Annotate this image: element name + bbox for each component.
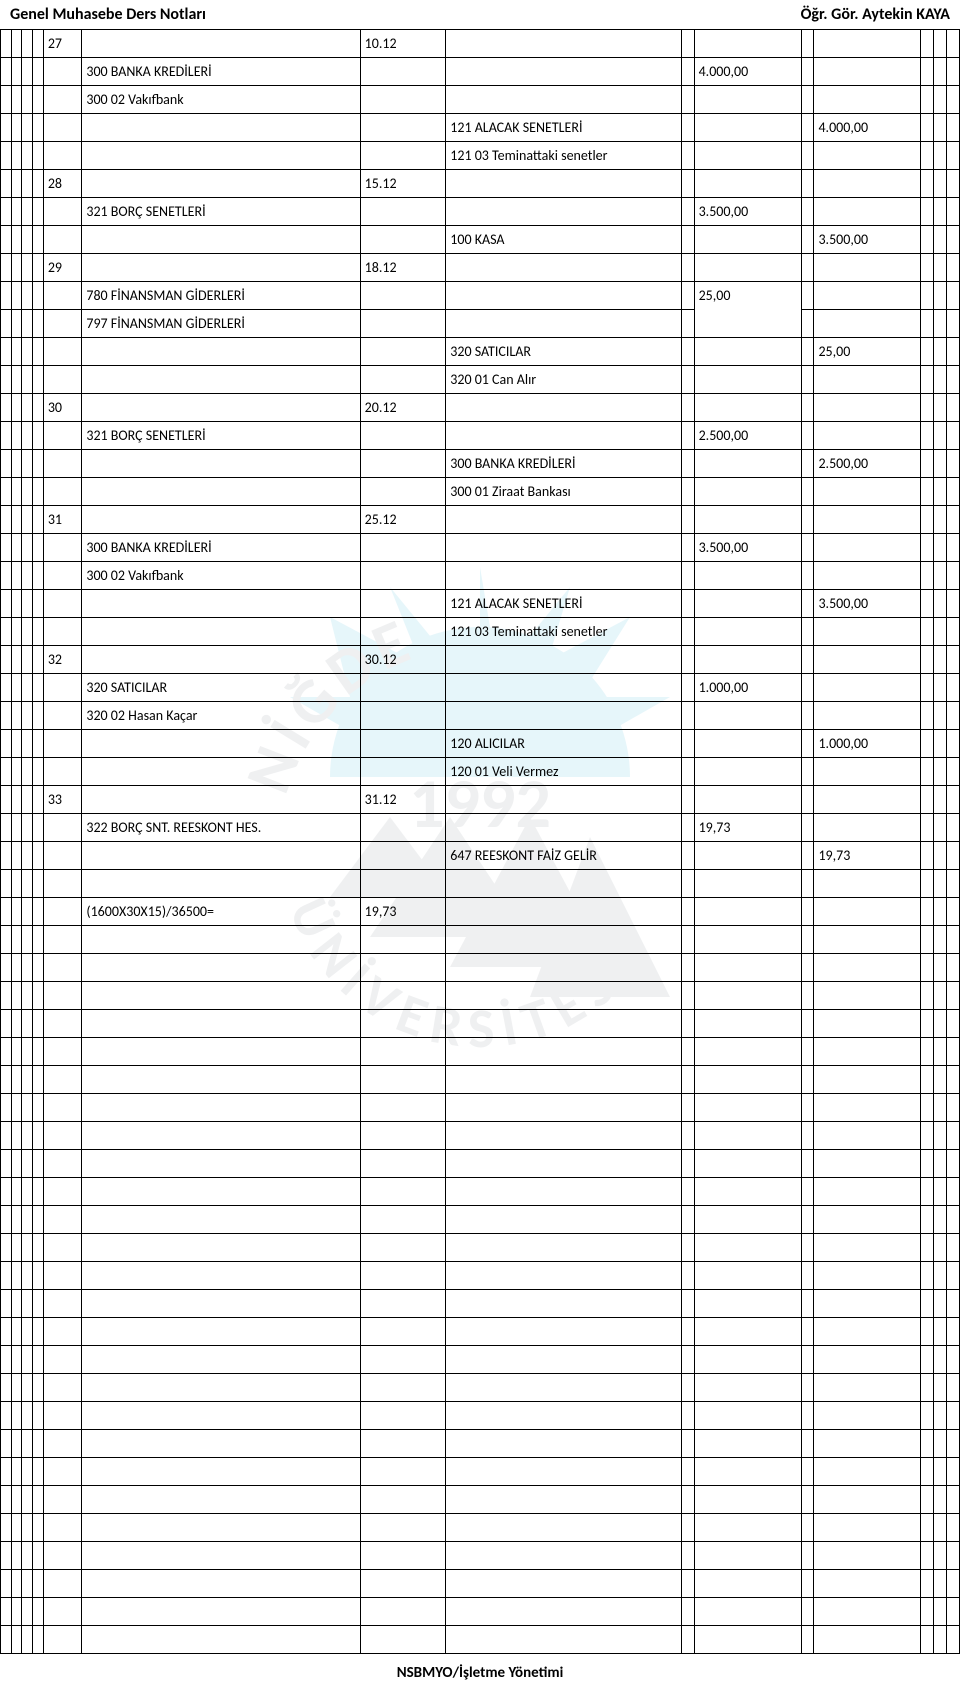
ledger-row: [1, 1486, 960, 1514]
ledger-row: [1, 1430, 960, 1458]
ledger-row: 300 01 Ziraat Bankası: [1, 478, 960, 506]
ledger-row: 120 01 Veli Vermez: [1, 758, 960, 786]
ledger-row: 320 01 Can Alır: [1, 366, 960, 394]
ledger-row: 321 BORÇ SENETLERİ2.500,00: [1, 422, 960, 450]
ledger-row: [1, 1234, 960, 1262]
ledger-row: [1, 1570, 960, 1598]
ledger-row: [1, 1066, 960, 1094]
ledger-row: [1, 1346, 960, 1374]
ledger-row: 3230.12: [1, 646, 960, 674]
ledger-row: 320 SATICILAR25,00: [1, 338, 960, 366]
ledger-row: [1, 1458, 960, 1486]
ledger-row: 797 FİNANSMAN GİDERLERİ: [1, 310, 960, 338]
ledger-row: [1, 954, 960, 982]
ledger-row: [1, 1626, 960, 1654]
ledger-row: 780 FİNANSMAN GİDERLERİ25,00: [1, 282, 960, 310]
ledger-row: 2918.12: [1, 254, 960, 282]
ledger-row: [1, 1262, 960, 1290]
ledger-row: [1, 982, 960, 1010]
ledger-row: [1, 1206, 960, 1234]
ledger-row: [1, 1150, 960, 1178]
ledger-row: (1600X30X15)/36500=19,73: [1, 898, 960, 926]
ledger-row: 300 02 Vakıfbank: [1, 562, 960, 590]
ledger-row: [1, 1542, 960, 1570]
ledger-row: [1, 1290, 960, 1318]
ledger-row: 320 SATICILAR1.000,00: [1, 674, 960, 702]
ledger-row: [1, 1038, 960, 1066]
header-left: Genel Muhasebe Ders Notları: [10, 5, 206, 24]
ledger-row: 121 03 Teminattaki senetler: [1, 618, 960, 646]
ledger-row: [1, 870, 960, 898]
ledger-table: 2710.12300 BANKA KREDİLERİ4.000,00300 02…: [0, 29, 960, 1654]
ledger-row: 647 REESKONT FAİZ GELİR19,73: [1, 842, 960, 870]
ledger-row: [1, 1598, 960, 1626]
ledger-row: 321 BORÇ SENETLERİ3.500,00: [1, 198, 960, 226]
ledger-row: 100 KASA3.500,00: [1, 226, 960, 254]
ledger-row: 121 ALACAK SENETLERİ3.500,00: [1, 590, 960, 618]
ledger-row: 2815.12: [1, 170, 960, 198]
ledger-row: [1, 1514, 960, 1542]
ledger-row: 3020.12: [1, 394, 960, 422]
ledger-row: 300 BANKA KREDİLERİ4.000,00: [1, 58, 960, 86]
ledger-row: [1, 1318, 960, 1346]
ledger-row: 3125.12: [1, 506, 960, 534]
header-right: Öğr. Gör. Aytekin KAYA: [801, 5, 950, 24]
ledger-row: [1, 1178, 960, 1206]
footer-text: NSBMYO/İşletme Yönetimi: [0, 1664, 960, 1682]
ledger-row: 300 BANKA KREDİLERİ2.500,00: [1, 450, 960, 478]
ledger-row: 2710.12: [1, 30, 960, 58]
ledger-row: 121 03 Teminattaki senetler: [1, 142, 960, 170]
ledger-row: 3331.12: [1, 786, 960, 814]
ledger-row: [1, 1374, 960, 1402]
ledger-row: 300 BANKA KREDİLERİ3.500,00: [1, 534, 960, 562]
ledger-row: 322 BORÇ SNT. REESKONT HES.19,73: [1, 814, 960, 842]
ledger-row: 300 02 Vakıfbank: [1, 86, 960, 114]
ledger-row: [1, 1122, 960, 1150]
ledger-row: 120 ALICILAR1.000,00: [1, 730, 960, 758]
ledger-row: [1, 1402, 960, 1430]
ledger-row: 121 ALACAK SENETLERİ4.000,00: [1, 114, 960, 142]
ledger-row: [1, 926, 960, 954]
ledger-row: 320 02 Hasan Kaçar: [1, 702, 960, 730]
ledger-row: [1, 1094, 960, 1122]
ledger-row: [1, 1010, 960, 1038]
